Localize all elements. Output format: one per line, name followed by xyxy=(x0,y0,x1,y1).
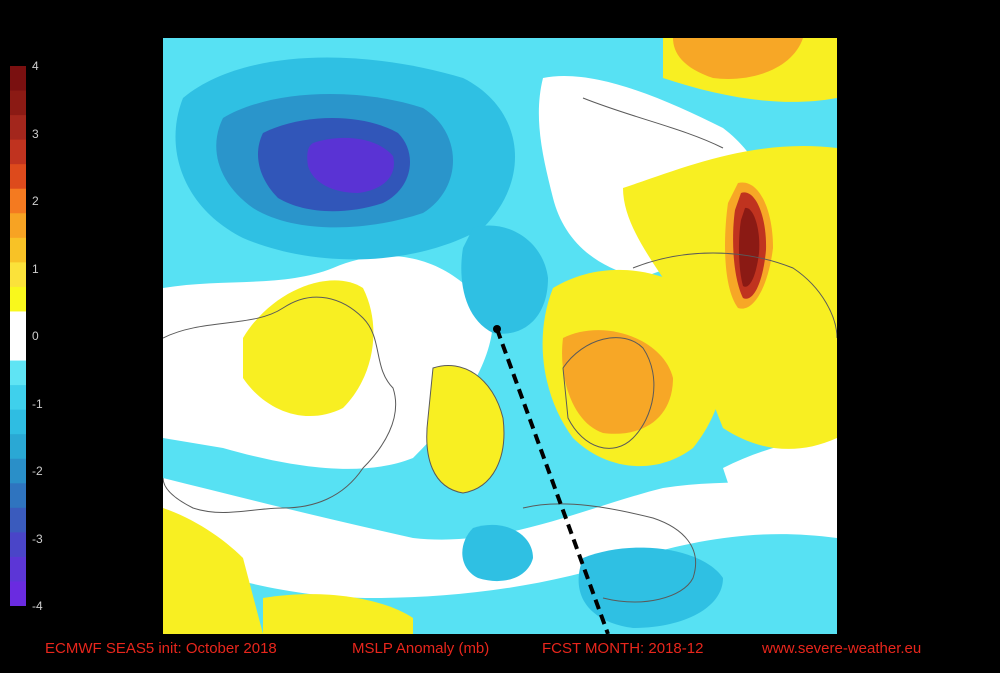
colorbar-swatch xyxy=(10,556,26,582)
colorbar-tick-label: -1 xyxy=(32,396,43,411)
positive-anomaly-siberia xyxy=(623,146,837,449)
positive-anomaly-south-atlantic xyxy=(263,594,413,634)
colorbar-tick-label: -2 xyxy=(32,464,43,478)
colorbar-swatch xyxy=(10,581,26,606)
colorbar-tick-label: 0 xyxy=(32,329,39,343)
colorbar-swatch xyxy=(10,336,26,362)
negative-anomaly-atlantic xyxy=(462,524,533,582)
positive-anomaly-north-america xyxy=(243,280,374,417)
colorbar-tick-label: 3 xyxy=(32,126,39,141)
anomaly-map xyxy=(163,38,837,634)
colorbar-tick-label: 4 xyxy=(32,59,39,73)
colorbar-gradient xyxy=(10,66,26,606)
colorbar-swatch xyxy=(10,66,26,92)
negative-anomaly-core xyxy=(307,137,394,193)
model-label: ECMWF SEAS5 init: October 2018 xyxy=(45,640,277,657)
positive-anomaly-core-europe xyxy=(562,330,673,434)
dashed-track-line xyxy=(495,328,610,634)
colorbar-swatch xyxy=(10,532,26,558)
colorbar-tick-label: 2 xyxy=(32,194,39,208)
colorbar-swatch xyxy=(10,213,26,239)
colorbar-tick-label: -4 xyxy=(32,599,43,613)
colorbar-swatch xyxy=(10,311,26,337)
colorbar xyxy=(10,66,26,606)
positive-anomaly-max xyxy=(738,207,760,287)
colorbar-swatch xyxy=(10,507,26,533)
colorbar-swatch xyxy=(10,434,26,460)
colorbar-swatch xyxy=(10,188,26,214)
colorbar-swatch xyxy=(10,164,26,190)
colorbar-swatch xyxy=(10,409,26,435)
negative-anomaly-mediterranean xyxy=(578,547,723,628)
colorbar-swatch xyxy=(10,483,26,509)
colorbar-swatch xyxy=(10,458,26,484)
source-label: www.severe-weather.eu xyxy=(762,640,922,657)
colorbar-swatch xyxy=(10,286,26,312)
colorbar-swatch xyxy=(10,262,26,288)
neutral-band-atlantic xyxy=(163,468,837,598)
positive-anomaly-core-pacific xyxy=(673,38,803,79)
forecast-month-label: FCST MONTH: 2018-12 xyxy=(542,640,704,657)
colorbar-swatch xyxy=(10,385,26,411)
colorbar-tick-label: 1 xyxy=(32,261,39,276)
neutral-region-asia xyxy=(723,438,837,508)
colorbar-tick-label: -3 xyxy=(32,531,43,546)
colorbar-swatch xyxy=(10,139,26,165)
variable-label: MSLP Anomaly (mb) xyxy=(352,640,490,657)
footer: ECMWF SEAS5 init: October 2018 MSLP Anom… xyxy=(0,638,1000,662)
colorbar-swatch xyxy=(10,360,26,386)
coastlines xyxy=(163,97,837,603)
map-canvas xyxy=(163,38,837,634)
colorbar-swatch xyxy=(10,90,26,116)
negative-anomaly-arctic-ocean xyxy=(461,225,548,334)
colorbar-swatch xyxy=(10,115,26,141)
colorbar-swatch xyxy=(10,237,26,263)
positive-anomaly-greenland xyxy=(426,365,504,493)
positive-anomaly-southwest xyxy=(163,508,263,634)
